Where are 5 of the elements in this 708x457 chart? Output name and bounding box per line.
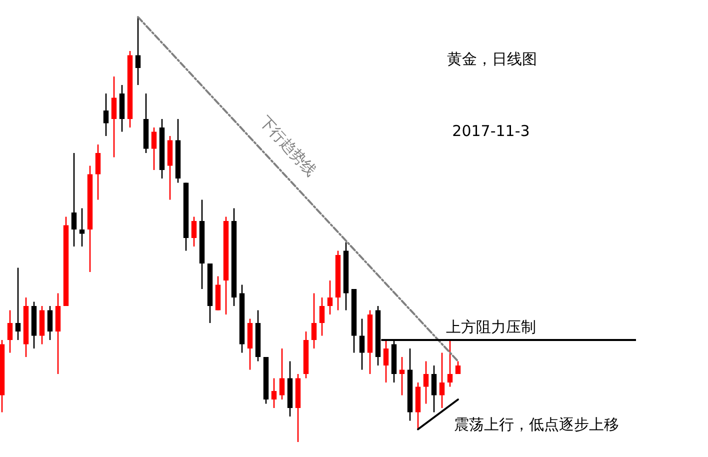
text: 黄金，日线图: [447, 50, 537, 68]
text: 2017-11-3: [452, 122, 530, 140]
series-label: 震荡上行，低点逐步上移: [454, 415, 619, 434]
ref-line-label: 上方阻力压制: [446, 318, 536, 336]
text: 下行趋势线: [256, 112, 320, 180]
